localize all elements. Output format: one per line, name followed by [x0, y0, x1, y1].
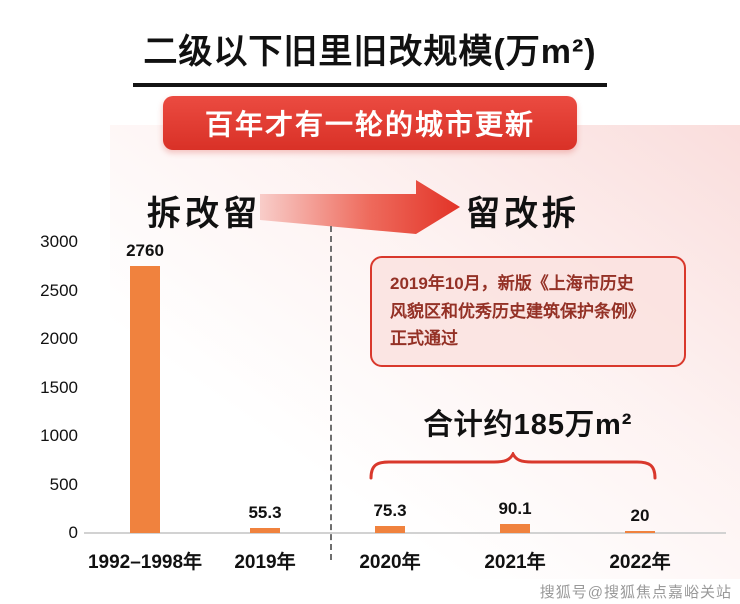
banner: 百年才有一轮的城市更新	[162, 96, 578, 150]
x-axis-label: 2019年	[234, 552, 296, 573]
y-tick-label: 1000	[40, 426, 78, 446]
bar-value-label: 55.3	[248, 503, 282, 522]
title-row: 二级以下旧里旧改规模(万m²)	[0, 24, 740, 87]
x-axis-label: 2020年	[359, 552, 421, 573]
annotation-box: 2019年10月，新版《上海市历史 风貌区和优秀历史建筑保护条例》 正式通过	[370, 256, 686, 367]
bar-value-label: 2760	[126, 241, 164, 260]
x-axis-label: 2022年	[609, 552, 671, 573]
chart-bar	[625, 531, 655, 533]
y-tick-label: 3000	[40, 232, 78, 252]
y-tick-label: 1500	[40, 377, 78, 397]
brace-icon	[369, 452, 657, 480]
x-axis-label: 2021年	[484, 552, 546, 573]
stage-label-left: 拆改留	[147, 195, 261, 233]
chart-bar	[250, 528, 280, 533]
chart-bar	[130, 266, 160, 533]
dashed-divider	[330, 226, 332, 560]
brace-path	[369, 452, 657, 480]
stage-label-right: 留改拆	[466, 195, 580, 233]
y-tick-label: 2500	[40, 280, 78, 300]
page-title: 二级以下旧里旧改规模(万m²)	[133, 24, 607, 87]
bar-value-label: 75.3	[373, 501, 407, 520]
y-tick-label: 2000	[40, 329, 78, 349]
watermark: 搜狐号@搜狐焦点嘉峪关站	[539, 584, 732, 601]
bar-value-label: 90.1	[498, 499, 532, 518]
chart-bar	[500, 524, 530, 533]
total-label: 合计约185万m²	[423, 409, 633, 441]
x-axis-label: 1992–1998年	[87, 552, 203, 573]
bar-value-label: 20	[630, 506, 650, 525]
y-tick-label: 500	[49, 474, 78, 494]
y-tick-label: 0	[68, 523, 78, 542]
x-axis-line	[84, 532, 726, 534]
chart-bar	[375, 526, 405, 533]
